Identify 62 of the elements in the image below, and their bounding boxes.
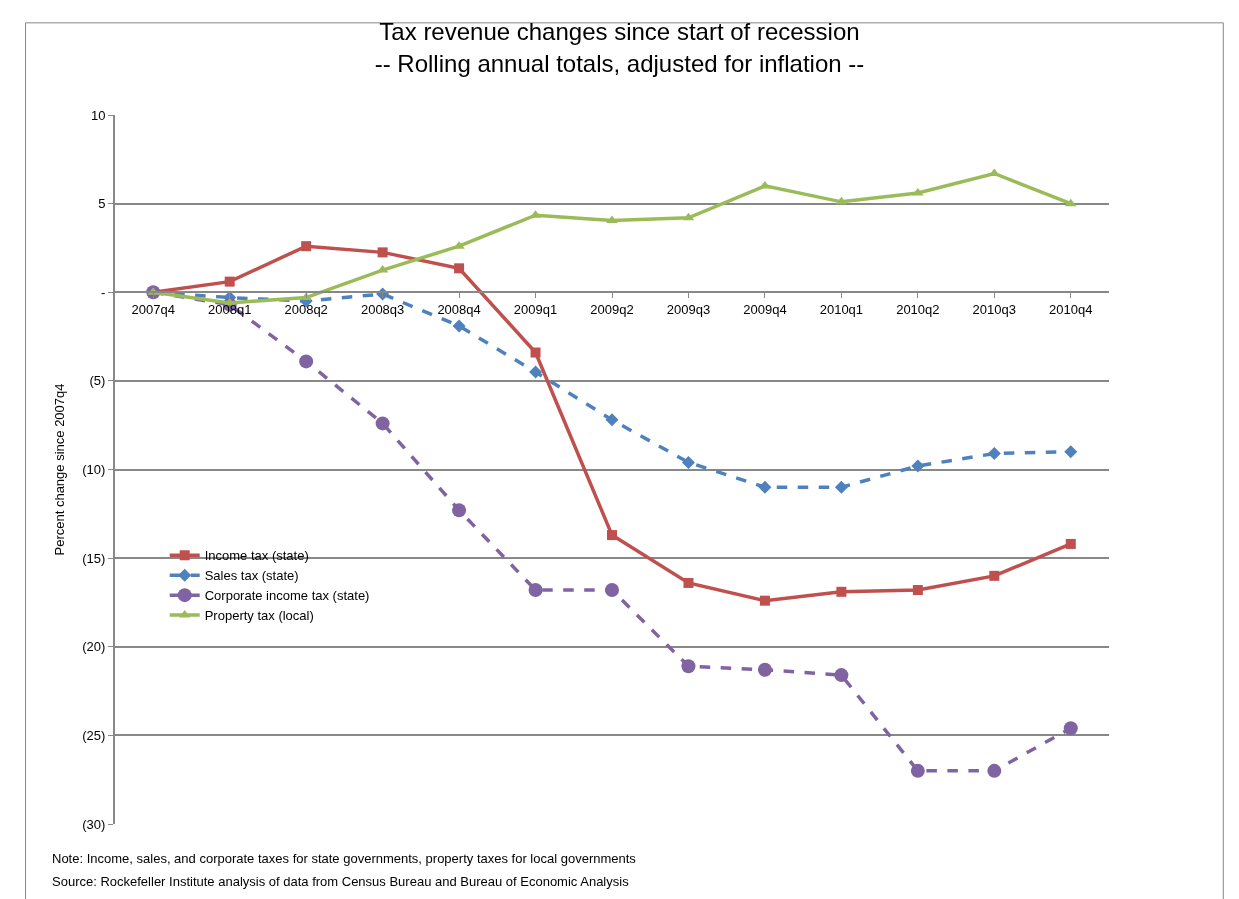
- point: [224, 276, 235, 287]
- point: [1065, 198, 1077, 207]
- point: [910, 763, 925, 778]
- point: [1063, 721, 1078, 736]
- point: [834, 480, 848, 494]
- x-tick-label: 2010q4: [1049, 301, 1093, 317]
- point: [529, 365, 543, 379]
- point: [758, 480, 772, 494]
- x-tick-label: 2008q4: [437, 301, 481, 317]
- legend-label: Sales tax (state): [204, 568, 299, 584]
- legend-label: Property tax (local): [204, 608, 314, 624]
- x-tick-label: 2007q4: [131, 301, 175, 317]
- point: [757, 662, 772, 677]
- x-tick-label: 2010q2: [896, 301, 940, 317]
- point: [452, 319, 466, 333]
- point: [836, 586, 847, 597]
- y-tick-label: (20): [82, 639, 106, 655]
- point: [987, 447, 1001, 461]
- y-tick-label: (25): [82, 727, 106, 743]
- x-tick-label: 2010q1: [819, 301, 864, 317]
- y-tick-label: (5): [89, 373, 106, 389]
- point: [299, 354, 314, 369]
- point: [683, 577, 694, 588]
- point: [911, 459, 925, 473]
- y-tick-label: (15): [82, 550, 106, 566]
- x-tick-label: 2009q3: [666, 301, 711, 317]
- point: [530, 347, 541, 358]
- legend-label: Corporate income tax (state): [204, 588, 370, 604]
- point: [681, 455, 695, 469]
- x-tick-label: 2009q4: [743, 301, 787, 317]
- point: [607, 530, 617, 541]
- point: [912, 585, 923, 596]
- source-note: Source: Rockefeller Institute analysis of data from Census Bureau and Bureau of Economic Analysis: [52, 874, 630, 889]
- y-tick-label: 10: [90, 107, 106, 123]
- y-tick-label: (10): [82, 462, 106, 478]
- point: [377, 247, 388, 258]
- x-tick-label: 2009q1: [513, 301, 558, 317]
- point: [1065, 538, 1076, 549]
- chart-title: Tax revenue changes since start of recession -- Rolling annual totals, adjusted for inflation --: [374, 18, 865, 77]
- point: [834, 668, 849, 683]
- point: [452, 503, 467, 518]
- x-tick-label: 2008q2: [284, 301, 328, 317]
- legend-label: Income tax (state): [204, 548, 309, 564]
- point: [681, 659, 696, 674]
- point: [301, 241, 312, 252]
- point: [605, 413, 619, 427]
- point: [375, 416, 390, 431]
- point: [1064, 445, 1078, 459]
- text: Note: Income, sales, and corporate taxes for state governments, property taxes for local governments: [52, 851, 637, 866]
- y-tick-label: (30): [82, 816, 106, 832]
- y-tick-label: -: [101, 284, 106, 300]
- point: [759, 595, 770, 606]
- point: [454, 263, 465, 274]
- x-tick-label: 2008q3: [360, 301, 405, 317]
- point: [528, 583, 543, 598]
- point: [987, 763, 1002, 778]
- x-tick-label: 2010q3: [972, 301, 1017, 317]
- y-axis-title: Percent change since 2007q4: [51, 383, 67, 556]
- point: [989, 570, 1000, 581]
- x-tick-label: 2009q2: [590, 301, 634, 317]
- point: [605, 583, 619, 598]
- y-tick-label: 5: [98, 196, 106, 212]
